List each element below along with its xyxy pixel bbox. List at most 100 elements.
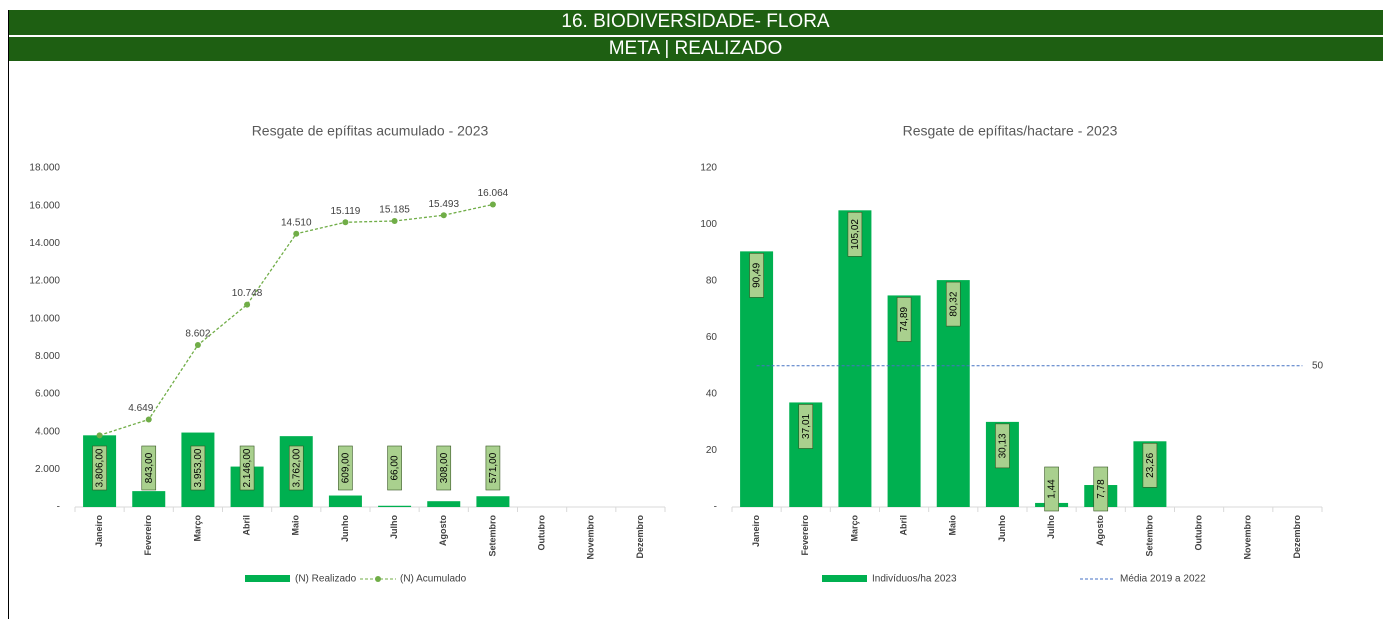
data-label-box: [995, 423, 1010, 469]
data-label-box: [749, 253, 764, 298]
x-tick-label: Abril: [898, 515, 908, 536]
data-label-box: [896, 297, 912, 342]
x-tick-label: Janeiro: [751, 514, 761, 547]
data-label-box: [92, 445, 107, 491]
line-marker: [440, 212, 447, 219]
x-tick-label: Maio: [291, 515, 301, 536]
y-tick-label: 2.000: [35, 464, 60, 475]
data-label: 3.953,00: [193, 448, 204, 487]
data-label-box: [485, 445, 501, 491]
data-label: 843,00: [144, 452, 155, 483]
y-tick-label: 8.000: [35, 351, 60, 362]
header-title: 16. BIODIVERSIDADE- FLORA: [8, 10, 1383, 35]
bar: [132, 491, 166, 507]
x-tick-label: Junho: [340, 515, 350, 542]
x-tick-label: Fevereiro: [800, 515, 810, 556]
line-marker: [293, 230, 300, 237]
x-tick-label: Dezembro: [1292, 515, 1302, 559]
data-label: 15.185: [379, 205, 410, 216]
line-marker: [194, 341, 201, 348]
data-label-group: 66,00: [387, 445, 402, 491]
data-label-box: [288, 445, 304, 491]
x-tick-label: Março: [849, 515, 859, 542]
legend-marker: [375, 576, 381, 582]
data-label: 66,00: [390, 455, 401, 480]
line-marker: [489, 201, 496, 208]
data-label: 3.806,00: [95, 448, 106, 487]
x-tick-label: Maio: [948, 515, 958, 536]
data-label: 8.602: [185, 329, 210, 340]
data-label: 30,13: [998, 433, 1009, 458]
data-label-group: 609,00: [338, 445, 353, 491]
data-label-group: 30,13: [995, 423, 1010, 469]
y-tick-label: 10.000: [29, 313, 60, 324]
x-tick-label: Março: [192, 515, 202, 542]
data-label: 37,01: [801, 413, 812, 438]
legend-swatch: [822, 575, 867, 582]
bar: [378, 505, 412, 507]
data-label: 10.748: [232, 288, 263, 299]
x-tick-label: Agosto: [438, 515, 448, 546]
x-tick-label: Setembro: [1144, 515, 1154, 557]
y-tick-label: -: [57, 502, 60, 513]
data-label-box: [1093, 466, 1109, 512]
data-label-group: 3.806,00: [92, 445, 107, 491]
legend-label: (N) Acumulado: [400, 574, 467, 585]
data-label: 23,26: [1145, 452, 1156, 477]
x-tick-label: Julho: [389, 514, 399, 539]
x-tick-label: Agosto: [1095, 515, 1105, 546]
y-tick-label: 14.000: [29, 238, 60, 249]
data-label: 74,89: [899, 306, 910, 331]
data-label-group: 843,00: [141, 445, 157, 491]
data-label-box: [387, 445, 402, 491]
y-tick-label: 60: [706, 332, 718, 343]
data-label-group: 90,49: [749, 253, 764, 298]
x-tick-label: Outubro: [1193, 515, 1203, 551]
data-label-group: 3.762,00: [288, 445, 304, 491]
data-label-box: [141, 445, 157, 491]
line: [99, 203, 494, 436]
x-tick-label: Janeiro: [94, 514, 104, 547]
x-tick-label: Julho: [1046, 514, 1056, 539]
y-tick-label: 6.000: [35, 389, 60, 400]
data-label-box: [190, 445, 206, 491]
y-tick-label: 80: [706, 276, 718, 287]
data-label-group: 2.146,00: [239, 445, 255, 491]
data-label: 1,44: [1047, 479, 1058, 499]
reference-label: 50: [1312, 360, 1324, 371]
data-label-group: 74,89: [896, 297, 912, 342]
header-subtitle: META | REALIZADO: [8, 37, 1383, 61]
line-marker: [342, 219, 349, 226]
data-label: 3.762,00: [291, 448, 302, 487]
data-label: 609,00: [341, 452, 352, 483]
data-label-group: 7,78: [1093, 466, 1109, 512]
x-tick-label: Abril: [241, 515, 251, 536]
data-label: 308,00: [439, 452, 450, 483]
legend-label: Média 2019 a 2022: [1120, 574, 1206, 585]
data-label-box: [847, 212, 863, 257]
data-label: 2.146,00: [242, 448, 253, 487]
y-tick-label: 4.000: [35, 426, 60, 437]
x-tick-label: Novembro: [586, 515, 596, 560]
frame-border: [8, 10, 9, 619]
data-label-box: [1142, 442, 1158, 488]
data-label: 15.493: [428, 199, 459, 210]
y-tick-label: 16.000: [29, 200, 60, 211]
line-marker: [145, 416, 152, 423]
data-label-group: 571,00: [485, 445, 501, 491]
y-tick-label: 40: [706, 389, 718, 400]
line-marker: [96, 432, 103, 439]
data-label-box: [945, 281, 961, 327]
data-label: 80,32: [948, 291, 959, 316]
data-label-group: 23,26: [1142, 442, 1158, 488]
data-label-group: 105,02: [847, 212, 863, 257]
x-tick-label: Junho: [997, 515, 1007, 542]
legend-swatch: [245, 575, 290, 582]
data-label: 90,49: [752, 262, 763, 287]
data-label-box: [1044, 466, 1059, 512]
data-label: 14.510: [281, 217, 312, 228]
y-tick-label: 18.000: [29, 163, 60, 174]
data-label: 105,02: [850, 219, 861, 250]
chart-title: Resgate de epífitas acumulado - 2023: [252, 123, 489, 139]
chart-title: Resgate de epífitas/hactare - 2023: [903, 123, 1118, 139]
